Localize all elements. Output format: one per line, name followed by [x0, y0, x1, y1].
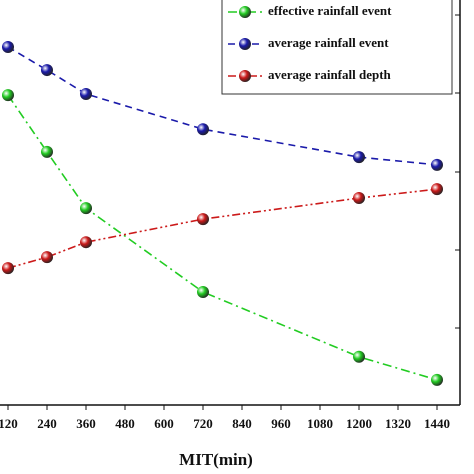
x-tick-label: 1320: [385, 416, 411, 431]
point: [353, 192, 365, 205]
x-axis-title: MIT(min): [179, 450, 253, 469]
point: [80, 202, 92, 215]
point: [2, 40, 14, 53]
point: [2, 89, 14, 102]
x-tick-label: 1440: [424, 416, 450, 431]
x-tick-label: 600: [154, 416, 174, 431]
legend-label: average rainfall event: [268, 35, 389, 50]
legend-marker: [239, 70, 251, 82]
point: [431, 373, 443, 386]
point: [80, 236, 92, 249]
point: [197, 213, 209, 226]
point: [431, 183, 443, 196]
point: [197, 123, 209, 136]
legend-marker: [239, 38, 251, 50]
legend-marker: [239, 6, 251, 18]
point: [80, 87, 92, 100]
point: [2, 262, 14, 275]
x-tick-label: 720: [193, 416, 213, 431]
point: [197, 286, 209, 299]
point: [41, 251, 53, 264]
x-tick-label: 1200: [346, 416, 372, 431]
series-line: [7, 188, 438, 269]
point: [41, 145, 53, 158]
x-tick-label: 840: [232, 416, 252, 431]
legend-label: effective rainfall event: [268, 3, 392, 18]
legend-label: average rainfall depth: [268, 67, 392, 82]
x-tick-label: 360: [76, 416, 96, 431]
series-line: [7, 94, 438, 381]
point: [431, 158, 443, 171]
x-tick-label: 1080: [307, 416, 333, 431]
x-tick-label: 120: [0, 416, 18, 431]
x-tick-label: 240: [37, 416, 57, 431]
series-line: [7, 46, 438, 166]
x-tick-label: 960: [271, 416, 291, 431]
point: [41, 64, 53, 77]
point: [353, 350, 365, 363]
legend-box: [221, 0, 453, 95]
x-tick-label: 480: [115, 416, 135, 431]
point: [353, 151, 365, 164]
